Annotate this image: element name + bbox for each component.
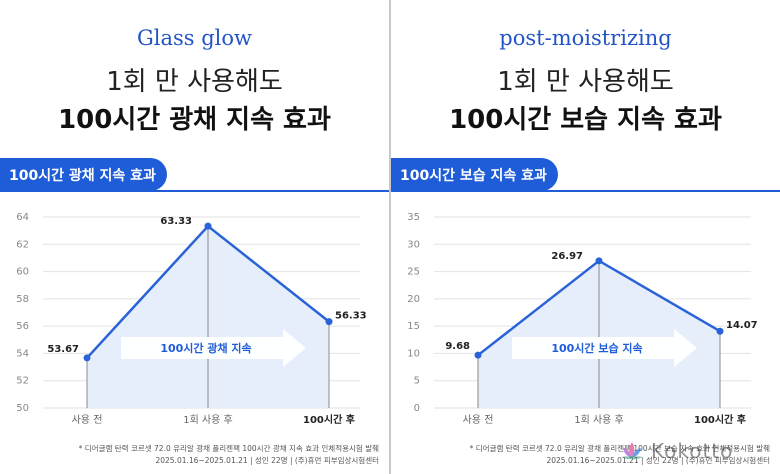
left-section-underline <box>0 190 389 192</box>
right-line-chart: 0 5 10 15 20 25 30 35 100시간 보습 지속 9.68 26.97 14.07 사… <box>407 212 758 426</box>
watermark-text: Kokotto <box>651 439 734 463</box>
y-tick-label: 62 <box>16 239 29 250</box>
arrow-text: 100시간 광채 지속 <box>160 341 251 355</box>
data-point <box>204 222 212 230</box>
y-tick-label: 56 <box>16 321 29 332</box>
data-label: 63.33 <box>160 216 192 227</box>
left-panel: Glass glow 1회 만 사용해도 100시간 광채 지속 효과 100시… <box>0 0 389 474</box>
y-tick-label: 10 <box>407 348 420 359</box>
x-tick-label: 사용 전 <box>463 414 494 426</box>
panel-divider <box>389 0 391 474</box>
arrow-text: 100시간 보습 지속 <box>551 341 642 355</box>
arrow-banner <box>512 329 697 367</box>
y-tick-label: 20 <box>407 294 420 305</box>
y-tick-label: 25 <box>407 267 420 278</box>
x-tick-label: 1회 사용 후 <box>574 414 624 426</box>
arrow-banner <box>121 329 306 367</box>
right-script-title: post-moistrizing <box>499 26 672 50</box>
y-tick-label: 54 <box>16 348 29 359</box>
right-headline-line2: 100시간 보습 지속 효과 <box>449 105 722 135</box>
y-tick-label: 35 <box>407 212 420 223</box>
y-tick-label: 58 <box>16 294 29 305</box>
left-headline-line1: 1회 만 사용해도 <box>106 67 283 97</box>
watermark: Kokotto <box>619 436 769 466</box>
data-point <box>595 257 603 265</box>
y-tick-label: 30 <box>407 239 420 250</box>
x-tick-label: 100시간 후 <box>694 413 746 426</box>
data-label: 26.97 <box>551 251 583 262</box>
right-footnote: * 디어글램 탄력 코르셋 72.0 유리알 광채 폴리젠팩 100시간 보습 … <box>470 443 770 467</box>
y-tick-label: 52 <box>16 376 29 387</box>
lotus-logo-icon <box>621 442 643 460</box>
data-label: 9.68 <box>445 341 470 352</box>
data-point <box>83 354 91 362</box>
right-section-underline <box>391 190 780 192</box>
data-label: 56.33 <box>335 311 367 322</box>
left-footnote: * 디어글램 탄력 코르셋 72.0 유리알 광채 폴리젠팩 100시간 광채 … <box>79 443 379 467</box>
right-section-label: 100시간 보습 지속 효과 <box>391 158 558 191</box>
data-point <box>474 351 482 359</box>
left-script-title: Glass glow <box>136 26 253 50</box>
right-footnote-line2: 2025.01.16~2025.01.21 | 성인 22명 | (주)휴먼 피… <box>546 456 770 465</box>
right-panel: post-moistrizing 1회 만 사용해도 100시간 보습 지속 효… <box>391 0 780 474</box>
data-point <box>716 327 724 335</box>
data-label: 14.07 <box>726 320 758 331</box>
left-footnote-line2: 2025.01.16~2025.01.21 | 성인 22명 | (주)휴먼 피… <box>155 456 379 465</box>
y-tick-label: 64 <box>16 212 29 223</box>
x-tick-label: 1회 사용 후 <box>183 414 233 426</box>
left-headline-line2: 100시간 광채 지속 효과 <box>58 105 331 135</box>
right-headline-line1: 1회 만 사용해도 <box>497 67 674 97</box>
left-line-chart: 50 52 54 56 58 60 62 64 100시간 광채 지속 53.67 63.33 56.… <box>16 212 367 426</box>
data-label: 53.67 <box>47 344 79 355</box>
y-tick-label: 60 <box>16 267 29 278</box>
x-tick-label: 100시간 후 <box>303 413 355 426</box>
x-tick-label: 사용 전 <box>72 414 103 426</box>
data-point <box>325 318 333 326</box>
y-tick-label: 0 <box>414 403 420 414</box>
y-tick-label: 5 <box>414 376 420 387</box>
y-tick-label: 15 <box>407 321 420 332</box>
left-section-label: 100시간 광채 지속 효과 <box>0 158 167 191</box>
y-tick-label: 50 <box>16 403 29 414</box>
left-footnote-line1: * 디어글램 탄력 코르셋 72.0 유리알 광채 폴리젠팩 100시간 광채 … <box>78 444 379 453</box>
right-footnote-line1: * 디어글램 탄력 코르셋 72.0 유리알 광채 폴리젠팩 100시간 보습 … <box>469 444 770 453</box>
